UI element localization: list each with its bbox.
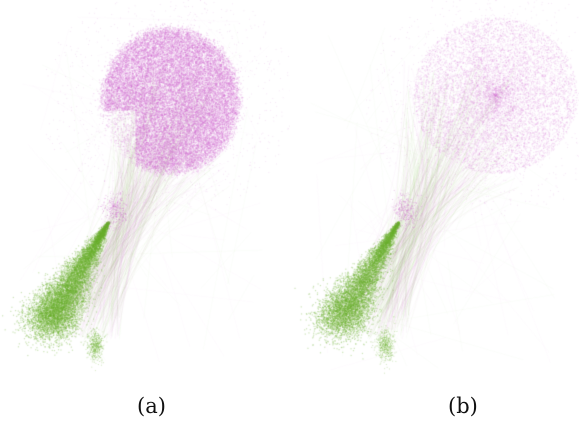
caption-a: (a) — [137, 394, 166, 418]
network-plot-a — [0, 0, 290, 390]
network-plot-b — [290, 0, 579, 390]
caption-b: (b) — [448, 394, 478, 418]
network-graph-a — [0, 0, 290, 390]
network-graph-b — [290, 0, 579, 421]
